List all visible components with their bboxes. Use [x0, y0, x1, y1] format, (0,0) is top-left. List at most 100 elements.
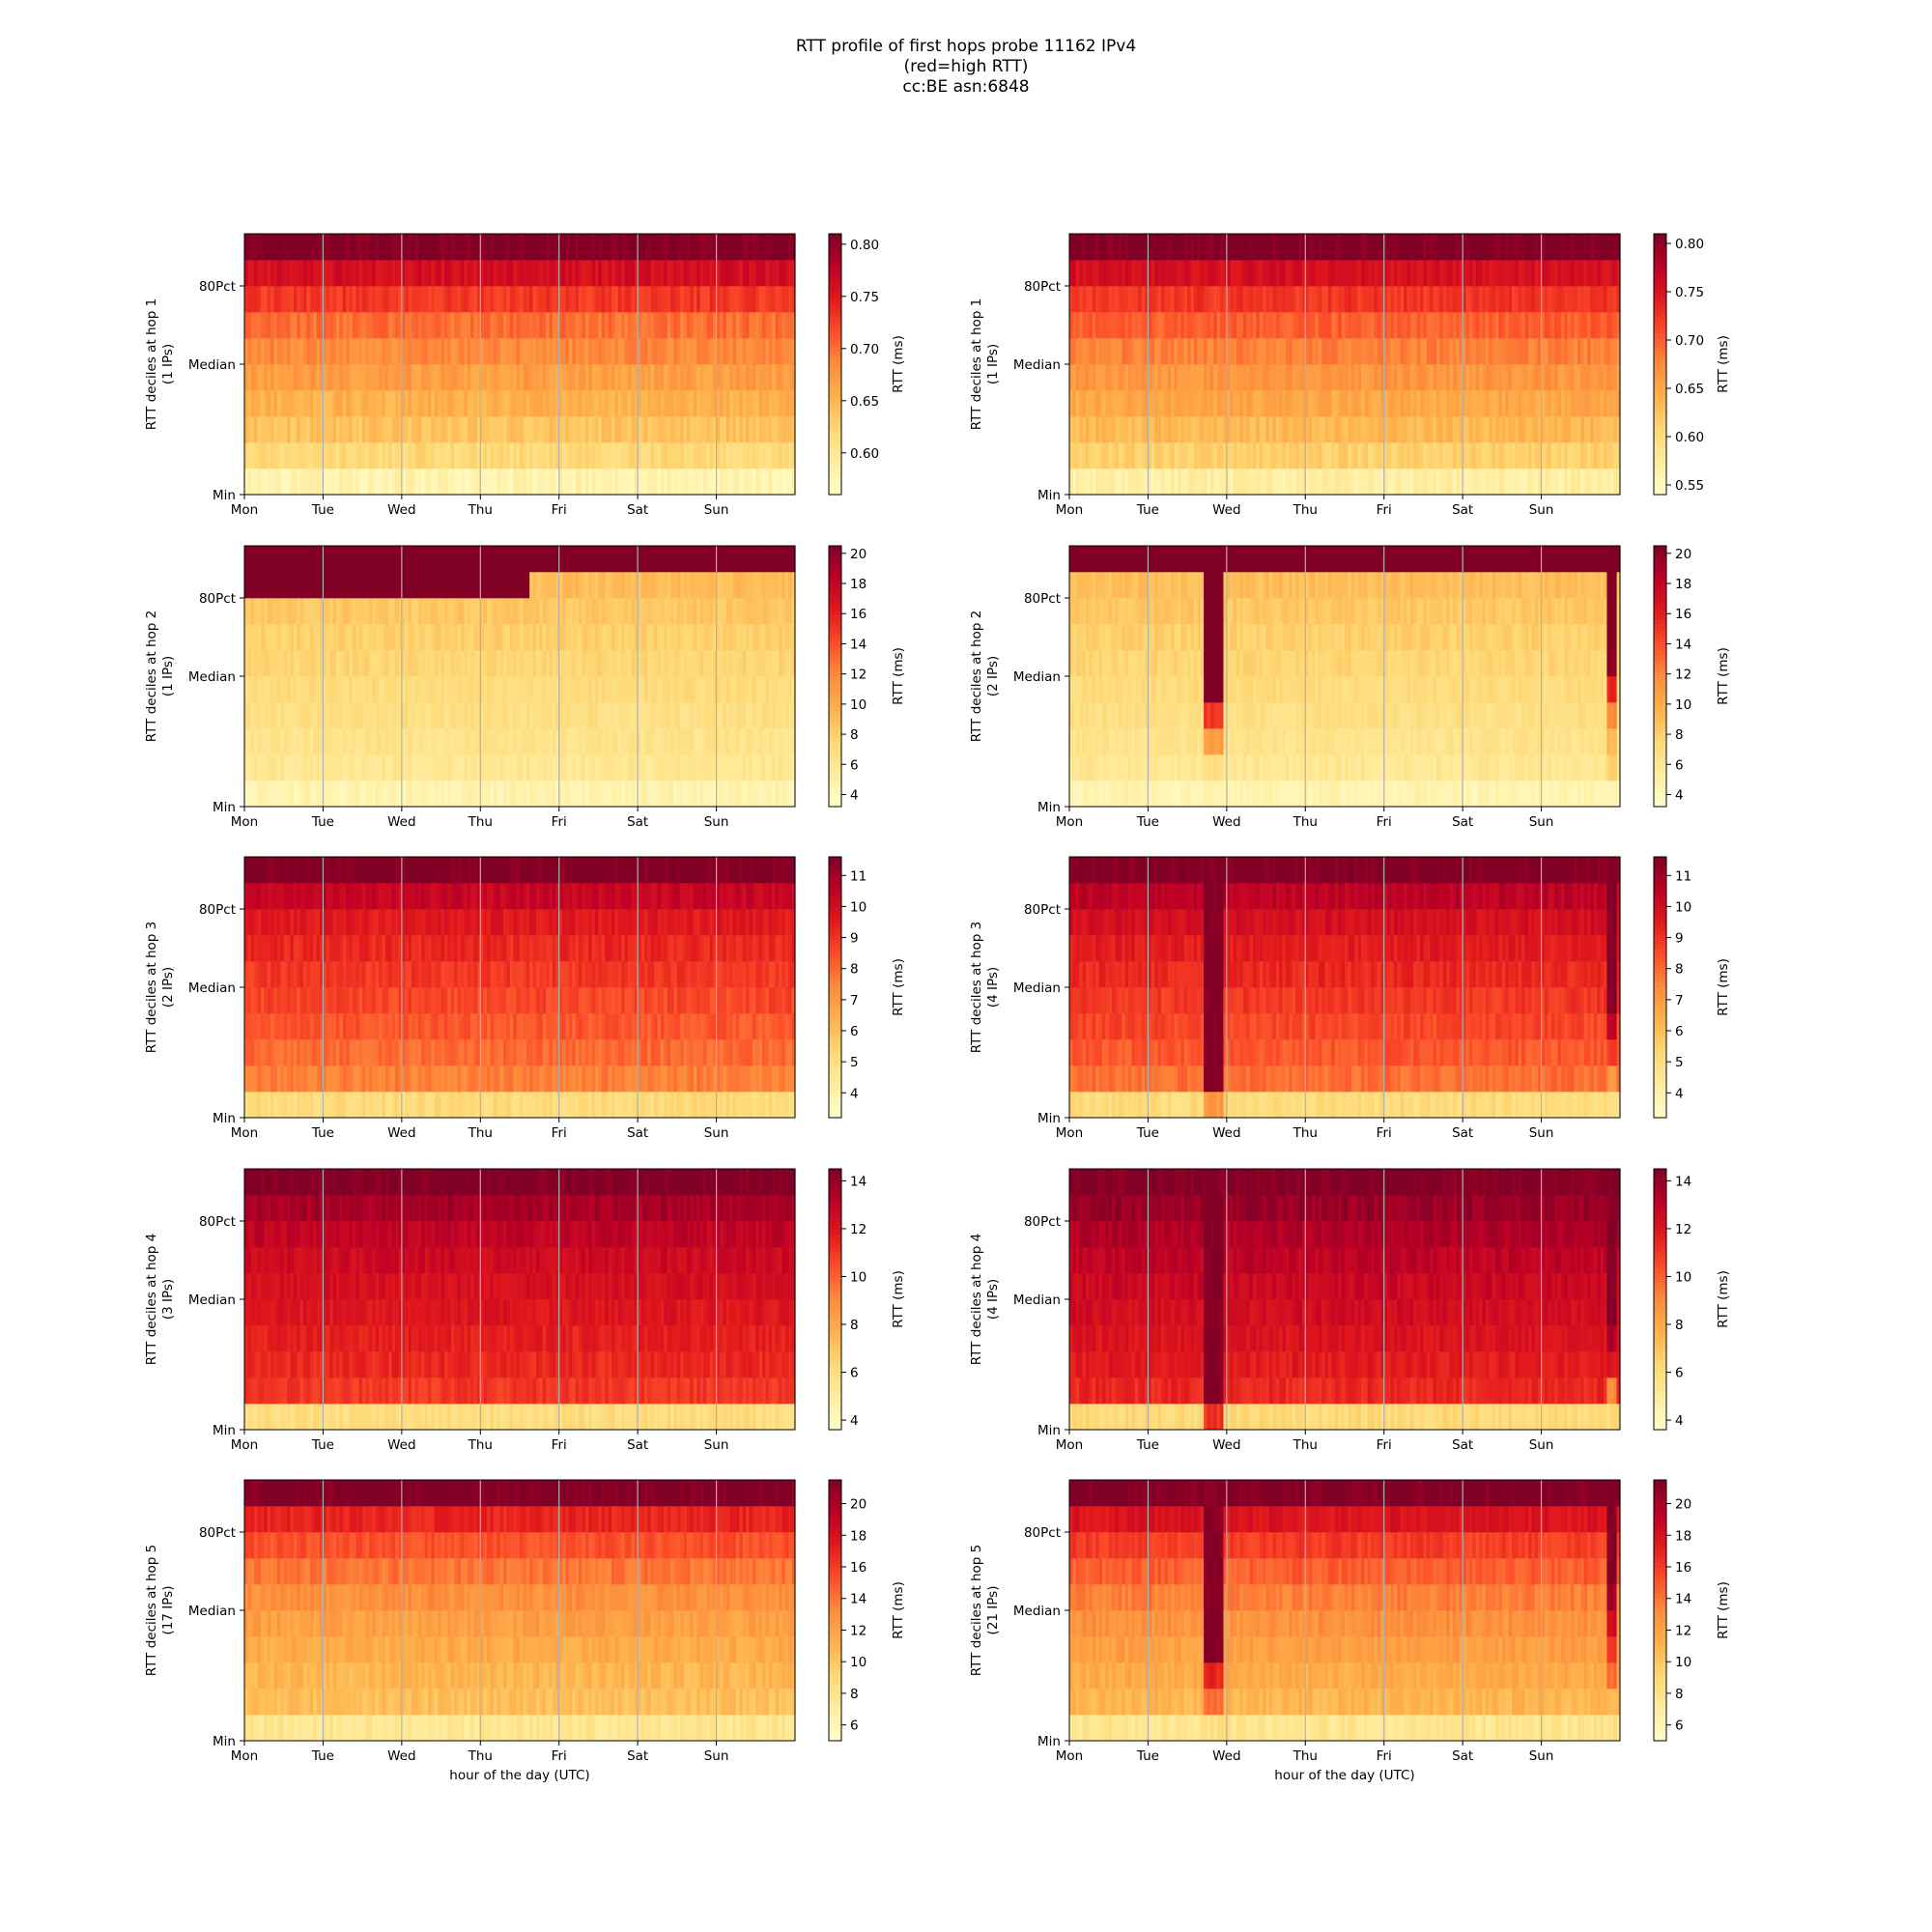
heatmap-cell [624, 442, 629, 469]
heatmap-cell [1452, 442, 1457, 469]
heatmap-cell [1239, 364, 1244, 391]
colorbar-segment [829, 246, 841, 252]
heatmap-cell [739, 390, 744, 417]
heatmap-cell [1279, 312, 1284, 339]
heatmap-cell [264, 286, 269, 313]
heatmap-cell [784, 286, 789, 313]
heatmap-cell [270, 234, 275, 261]
heatmap-cell [781, 469, 786, 496]
heatmap-cell [1452, 469, 1457, 496]
heatmap-cell [647, 390, 652, 417]
heatmap-cell [591, 702, 596, 729]
heatmap-cell [732, 442, 737, 469]
heatmap-cell [329, 754, 334, 781]
heatmap-cell [729, 469, 734, 496]
heatmap-cell [781, 312, 786, 339]
heatmap-cell [493, 312, 497, 339]
heatmap-cell [244, 312, 248, 339]
heatmap-cell [297, 234, 301, 261]
heatmap-cell [709, 442, 714, 469]
heatmap-cell [443, 650, 448, 677]
heatmap-cell [1213, 312, 1218, 339]
heatmap-cell [1151, 469, 1155, 496]
heatmap-cell [542, 442, 547, 469]
colorbar-segment [1654, 321, 1666, 326]
heatmap-cell [568, 781, 573, 808]
heatmap-cell [1145, 364, 1150, 391]
heatmap-cell [719, 338, 724, 365]
heatmap-cell [499, 234, 504, 261]
heatmap-cell [584, 390, 589, 417]
heatmap-cell [1207, 286, 1211, 313]
heatmap-cell [264, 390, 269, 417]
heatmap-cell [447, 312, 452, 339]
heatmap-cell [742, 364, 747, 391]
heatmap-cell [362, 286, 367, 313]
colorbar-segment [829, 342, 841, 348]
heatmap-cell [1131, 442, 1136, 469]
heatmap-cell [1268, 364, 1273, 391]
heatmap-cell [372, 416, 377, 443]
heatmap-cell [254, 286, 259, 313]
heatmap-cell [523, 469, 527, 496]
heatmap-cell [676, 234, 681, 261]
heatmap-cell [454, 260, 459, 287]
heatmap-cell [1131, 364, 1136, 391]
heatmap-cell [316, 781, 321, 808]
heatmap-cell [608, 416, 612, 443]
heatmap-cell [326, 312, 330, 339]
heatmap-cell [739, 312, 744, 339]
heatmap-cell [546, 390, 551, 417]
heatmap-cell [1174, 442, 1179, 469]
heatmap-cell [1253, 469, 1257, 496]
heatmap-cell [1095, 469, 1100, 496]
heatmap-cell [650, 572, 655, 599]
heatmap-cell [1092, 469, 1096, 496]
heatmap-cell [1095, 312, 1100, 339]
heatmap-cell [729, 442, 734, 469]
heatmap-cell [339, 442, 344, 469]
heatmap-cell [306, 754, 311, 781]
heatmap-cell [591, 624, 596, 651]
heatmap-cell [765, 364, 770, 391]
heatmap-cell [650, 546, 655, 573]
heatmap-cell [687, 442, 692, 469]
heatmap-cell [1190, 338, 1195, 365]
heatmap-cell [555, 234, 560, 261]
heatmap-cell [1439, 364, 1444, 391]
heatmap-cell [1239, 390, 1244, 417]
heatmap-cell [1236, 364, 1241, 391]
heatmap-cell [1233, 364, 1237, 391]
heatmap-cell [438, 416, 442, 443]
heatmap-cell [762, 390, 767, 417]
heatmap-cell [1324, 312, 1329, 339]
heatmap-cell [480, 364, 485, 391]
heatmap-cell [765, 390, 770, 417]
heatmap-cell [1577, 286, 1581, 313]
heatmap-cell [280, 469, 285, 496]
heatmap-cell [1521, 338, 1526, 365]
heatmap-cell [1134, 442, 1139, 469]
heatmap-cell [1508, 260, 1513, 287]
heatmap-cell [260, 676, 265, 703]
heatmap-cell [244, 416, 248, 443]
heatmap-cell [716, 338, 721, 365]
heatmap-cell [375, 624, 380, 651]
heatmap-cell [372, 260, 377, 287]
heatmap-cell [1315, 338, 1320, 365]
heatmap-cell [1439, 469, 1444, 496]
colorbar-segment [829, 264, 841, 270]
heatmap-cell [1279, 416, 1284, 443]
heatmap-cell [316, 260, 321, 287]
heatmap-cell [336, 286, 340, 313]
heatmap-cell [772, 260, 777, 287]
heatmap-cell [290, 442, 295, 469]
heatmap-cell [788, 234, 793, 261]
heatmap-cell [283, 754, 288, 781]
heatmap-cell [424, 442, 429, 469]
heatmap-cell [1180, 312, 1185, 339]
heatmap-cell [765, 469, 770, 496]
heatmap-cell [276, 234, 281, 261]
heatmap-cell [683, 650, 688, 677]
heatmap-cell [608, 234, 612, 261]
